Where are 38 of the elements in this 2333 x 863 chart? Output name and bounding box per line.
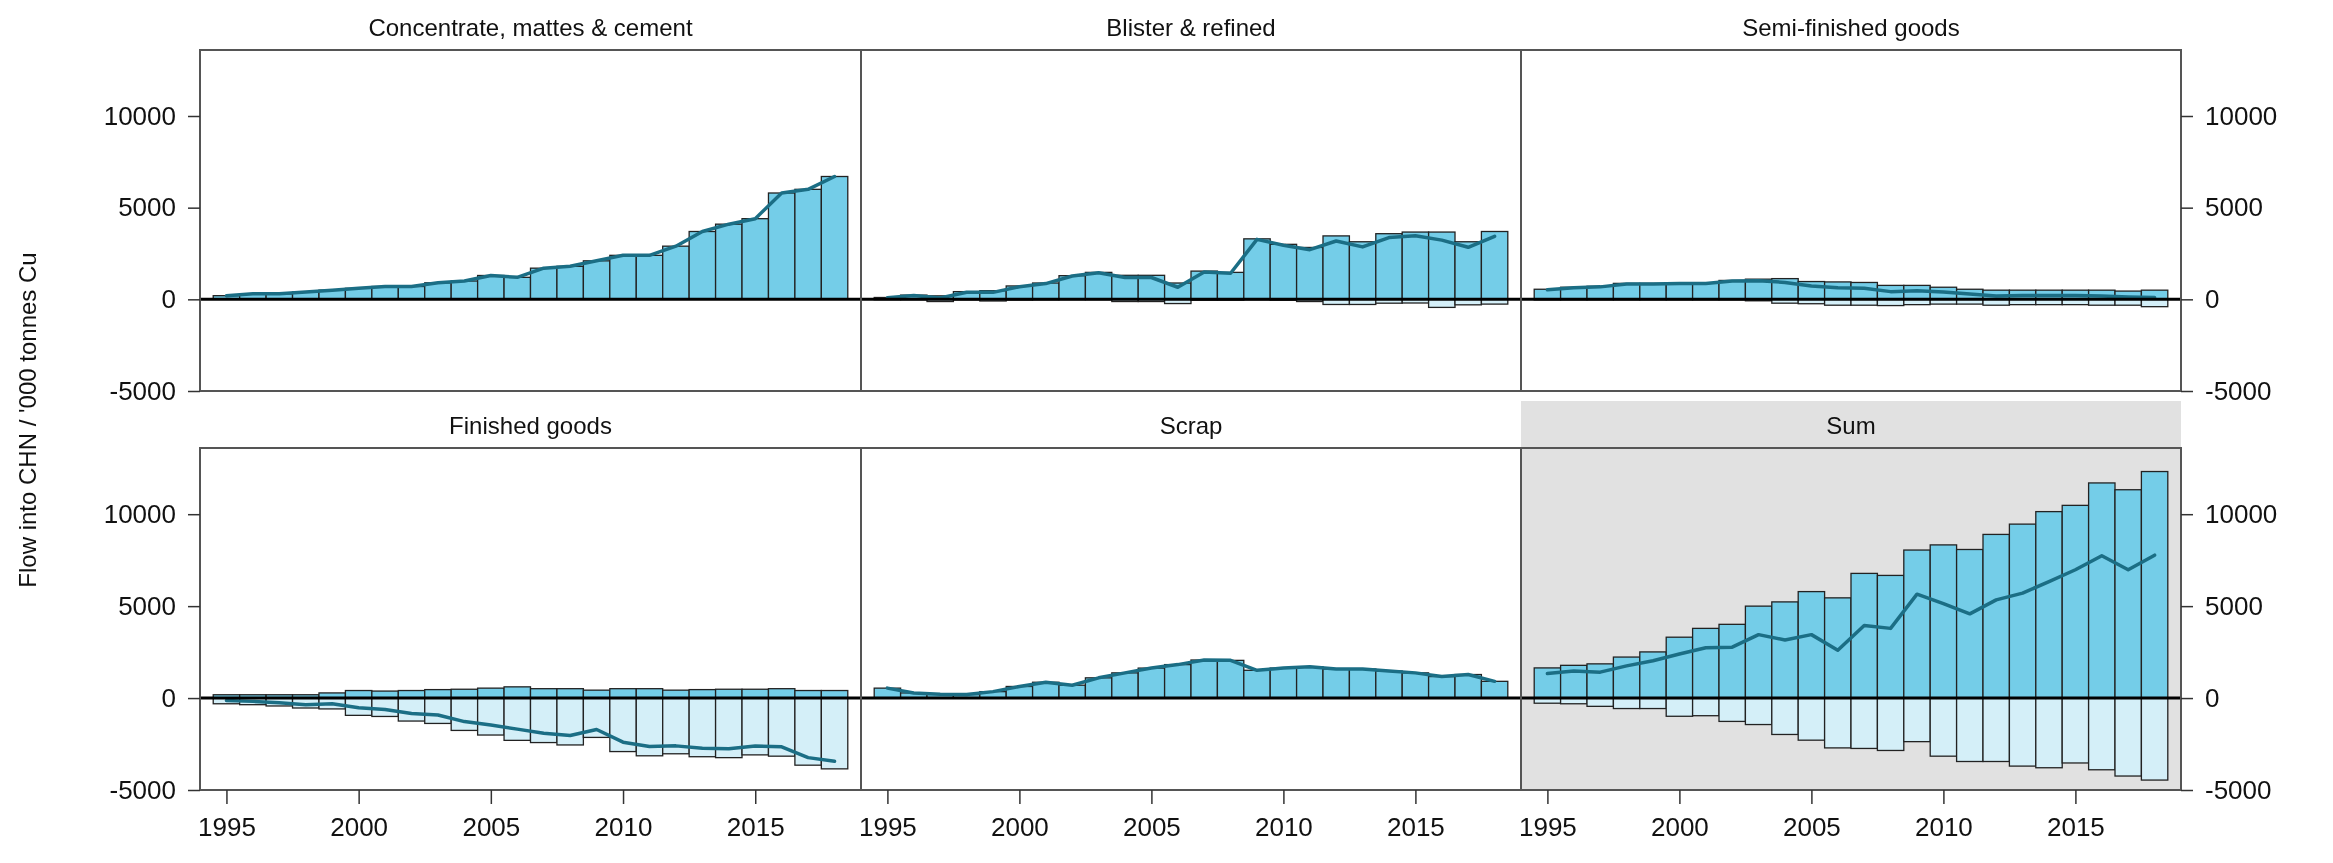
x-tick-label: 1995 [198,812,256,843]
chart-title: Semi-finished goods [1742,14,1960,41]
chart-title: Blister & refined [1106,14,1276,41]
y-tick-label: -5000 [109,375,176,406]
y-tick-label: 5000 [2205,192,2263,223]
y-tick-label: 5000 [118,192,176,223]
x-tick-label: 2005 [1122,812,1181,843]
x-tick-label: 2000 [990,812,1049,843]
y-tick-label: 0 [161,682,176,713]
y-tick-label: 0 [2205,682,2220,713]
x-tick-label: 2010 [1914,812,1973,843]
y-tick-label: -5000 [109,774,176,805]
x-tick-label: 2010 [594,812,653,843]
x-tick-label: 2000 [330,812,389,843]
x-tick-label: 2010 [1254,812,1313,843]
y-tick-label: 5000 [118,590,176,621]
y-tick-label: 10000 [2205,499,2278,530]
x-tick-label: 2015 [726,812,785,843]
chart-title: Concentrate, mattes & cement [368,14,693,41]
y-tick-label: 5000 [2205,590,2263,621]
x-tick-label: 1995 [858,812,917,843]
x-tick-label: 2000 [1650,812,1709,843]
x-tick-label: 2015 [1386,812,1445,843]
y-tick-label: 10000 [2205,100,2278,131]
chart-title: Scrap [1159,412,1223,439]
y-tick-label: -5000 [2205,375,2272,406]
y-tick-label: 0 [2205,284,2220,315]
chart-title: Sum [1826,412,1876,439]
x-tick-label: 2015 [2046,812,2105,843]
x-tick-label: 2005 [1782,812,1841,843]
x-tick-label: 1995 [1518,812,1577,843]
chart-title: Finished goods [449,412,612,439]
y-tick-label: 10000 [103,499,176,530]
y-tick-label: 10000 [103,100,176,131]
y-tick-label: -5000 [2205,774,2272,805]
y-tick-label: 0 [161,284,176,315]
x-tick-label: 2005 [462,812,521,843]
y-axis-title: Flow into CHN / '000 tonnes Cu [14,252,41,588]
